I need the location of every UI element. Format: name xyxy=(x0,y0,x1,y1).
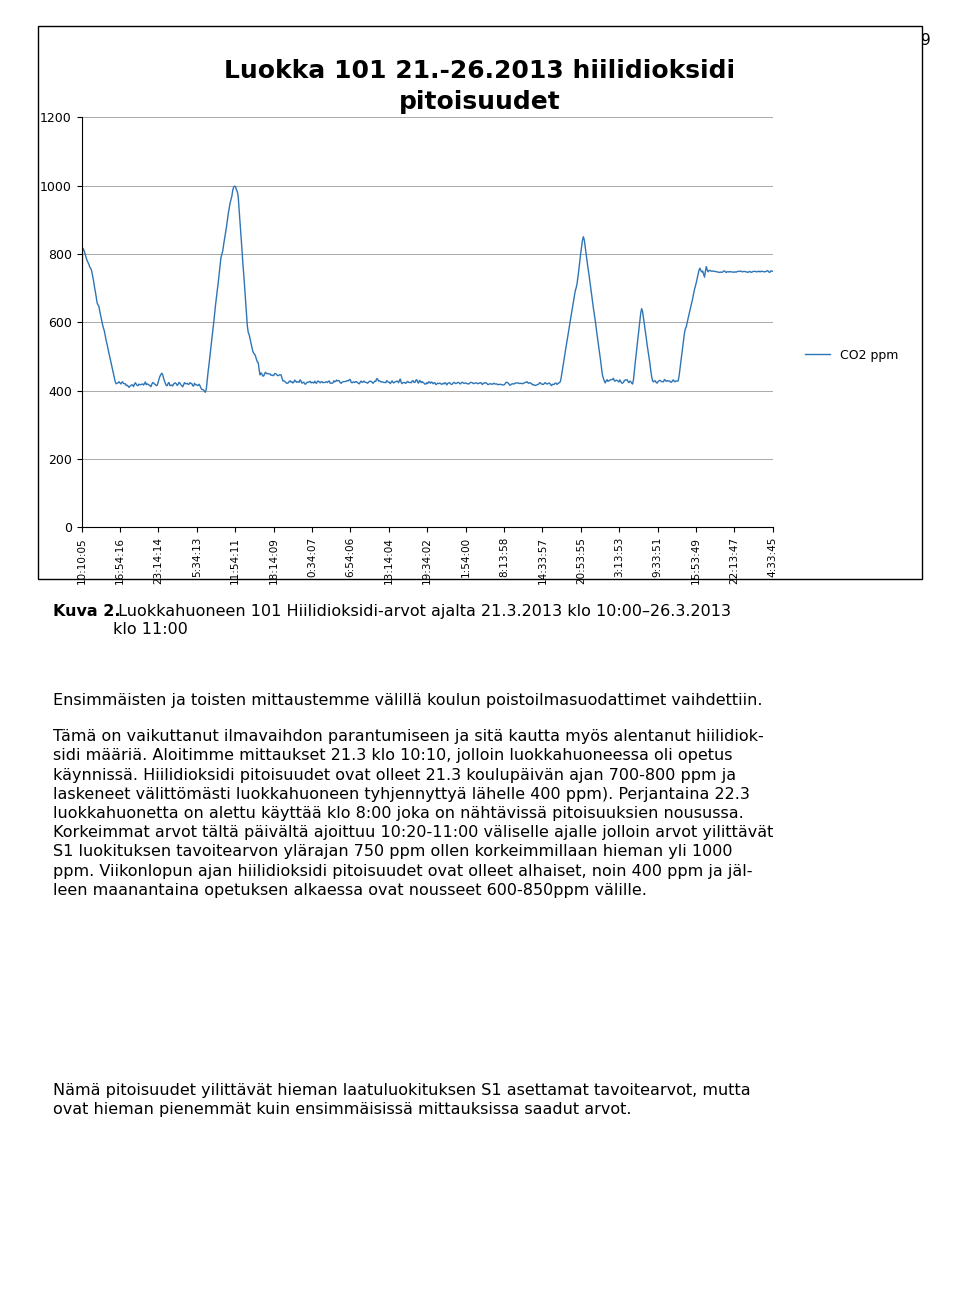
CO2 ppm xyxy=(76,379,87,395)
Text: 9: 9 xyxy=(922,33,931,48)
Text: Luokka 101 21.-26.2013 hiilidioksidi
pitoisuudet: Luokka 101 21.-26.2013 hiilidioksidi pit… xyxy=(225,59,735,115)
Legend: CO2 ppm: CO2 ppm xyxy=(800,344,903,367)
CO2 ppm xyxy=(174,375,185,391)
Line: CO2 ppm: CO2 ppm xyxy=(82,186,773,392)
CO2 ppm xyxy=(200,384,211,400)
CO2 ppm xyxy=(393,375,404,391)
CO2 ppm xyxy=(767,263,779,279)
CO2 ppm xyxy=(279,375,291,391)
Text: Ensimmäisten ja toisten mittaustemme välillä koulun poistoilmasuodattimet vaihde: Ensimmäisten ja toisten mittaustemme väl… xyxy=(53,693,762,708)
Text: Luokkahuoneen 101 Hiilidioksidi-arvot ajalta 21.3.2013 klo 10:00–26.3.2013
klo 1: Luokkahuoneen 101 Hiilidioksidi-arvot aj… xyxy=(113,604,732,637)
Text: Nämä pitoisuudet yilittävät hieman laatuluokituksen S1 asettamat tavoitearvot, m: Nämä pitoisuudet yilittävät hieman laatu… xyxy=(53,1083,751,1117)
CO2 ppm xyxy=(174,375,185,391)
CO2 ppm xyxy=(78,241,89,256)
CO2 ppm xyxy=(228,178,240,194)
CO2 ppm xyxy=(203,363,214,379)
Text: Kuva 2.: Kuva 2. xyxy=(53,604,120,620)
Text: Tämä on vaikuttanut ilmavaihdon parantumiseen ja sitä kautta myös alentanut hiil: Tämä on vaikuttanut ilmavaihdon parantum… xyxy=(53,729,773,897)
